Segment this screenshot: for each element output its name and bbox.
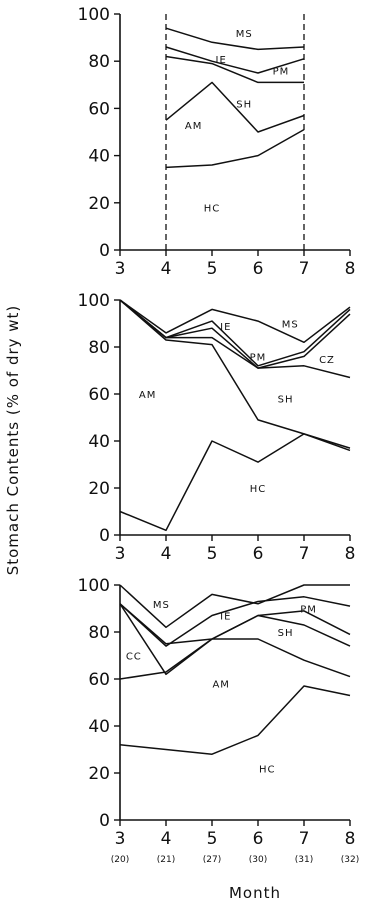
y-tick-label: 100 [78,291,110,311]
x-tick-label: 5 [207,259,218,279]
y-tick-label: 80 [88,623,110,643]
y-axis-title: Stomach Contents (% of dry wt) [4,305,22,576]
boundary-line-2 [119,299,351,452]
region-label-hc: HC [259,764,276,775]
boundary-line-1 [119,685,351,755]
boundary-line-2 [165,81,305,133]
region-label-ms: MS [153,600,170,611]
region-label-cc: CC [126,652,142,663]
region-label-am: AM [212,680,229,691]
boundary-line-6 [119,299,351,344]
x-tick-label: 3 [115,829,126,849]
region-label-ie: IE [216,55,227,66]
x-tick-label: 3 [115,544,126,564]
region-label-ie: IE [220,612,231,623]
sample-size-label: (30) [249,855,267,865]
y-tick-label: 60 [88,670,110,690]
x-tick-label: 6 [253,829,264,849]
region-label-am: AM [185,121,202,132]
region-label-cz: CZ [319,355,335,366]
boundary-line-3 [165,55,304,84]
x-tick-label: 6 [253,259,264,279]
region-label-ms: MS [236,29,253,40]
x-tick-label: 7 [299,829,310,849]
region-label-sh: SH [236,100,252,111]
y-tick-label: 20 [88,479,110,499]
x-tick-label: 6 [253,544,264,564]
region-label-sh: SH [278,628,294,639]
x-axis-title: Month [229,884,281,902]
boundary-line-4 [119,603,351,645]
y-tick-label: 20 [88,764,110,784]
chart-panel-3: 0 20 40 60 80 100 3 4 5 6 7 8 HC AM CC SH PM IE MS (20) (21)… [78,576,360,865]
x-tick-label: 8 [345,259,356,279]
y-tick-label: 60 [88,99,110,119]
x-tick-label: 7 [299,544,310,564]
region-label-sh: SH [278,395,294,406]
x-tick-label: 5 [207,829,218,849]
sample-size-label: (27) [203,855,221,865]
chart-panel-1: 0 20 40 60 80 100 3 4 5 6 7 8 HC AM SH PM IE MS [78,5,356,279]
y-tick-label: 20 [88,194,110,214]
sample-size-label: (31) [295,855,313,865]
y-tick-label: 60 [88,385,110,405]
boundary-line-1 [119,433,351,532]
region-label-hc: HC [204,204,221,215]
region-label-am: AM [139,390,156,401]
region-label-ie: IE [220,322,231,333]
x-tick-label: 4 [161,544,172,564]
y-tick-label: 40 [88,432,110,452]
region-label-pm: PM [273,67,290,78]
boundary-line-5 [165,27,305,51]
boundary-line-3 [119,299,351,379]
x-tick-label: 8 [345,544,356,564]
boundary-line-5 [119,596,351,647]
x-tick-label: 3 [115,259,126,279]
sample-size-label: (21) [157,855,175,865]
sample-size-label: (20) [111,855,129,865]
region-label-ms: MS [282,320,299,331]
x-tick-label: 5 [207,544,218,564]
sample-size-label: (32) [341,855,359,865]
y-tick-label: 40 [88,717,110,737]
x-tick-label: 8 [345,829,356,849]
region-label-hc: HC [250,484,267,495]
x-tick-label: 4 [161,259,172,279]
boundary-line-6 [119,584,350,629]
chart-panel-2: 0 20 40 60 80 100 3 4 5 6 7 8 HC AM SH PM CZ IE MS [78,291,356,564]
y-tick-label: 0 [99,241,110,261]
boundary-line-2 [119,638,351,680]
region-label-pm: PM [300,605,317,616]
x-tick-label: 7 [299,259,310,279]
x-tick-label: 4 [161,829,172,849]
y-tick-label: 100 [78,5,110,25]
y-tick-label: 40 [88,147,110,167]
y-tick-label: 0 [99,811,110,831]
y-tick-label: 80 [88,338,110,358]
y-tick-label: 0 [99,526,110,546]
region-label-pm: PM [250,352,267,363]
y-tick-label: 80 [88,52,110,72]
y-tick-label: 100 [78,576,110,596]
boundary-line-5 [119,299,351,367]
boundary-line-1 [165,128,305,169]
boundary-line-4 [165,46,305,74]
